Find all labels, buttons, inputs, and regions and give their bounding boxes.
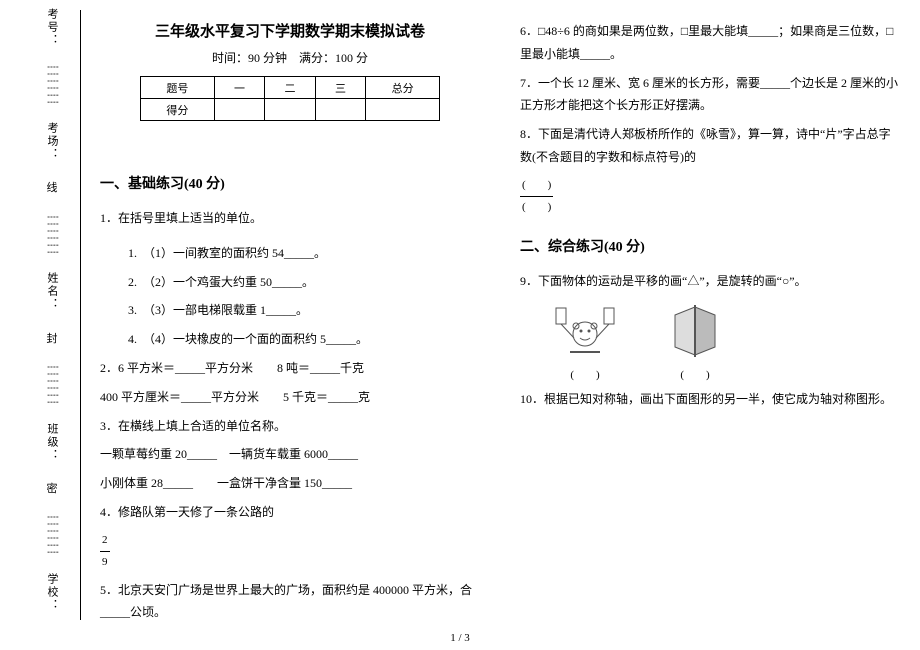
binding-label-class: 班级： bbox=[44, 423, 60, 462]
binding-char-secret: 密 bbox=[47, 480, 58, 496]
frac-2-9: 29 bbox=[100, 530, 480, 573]
binding-dots: ┊┊┊┊┊┊ bbox=[47, 364, 58, 406]
q9-cap-1: ( ) bbox=[550, 366, 620, 382]
bear-swing-icon bbox=[552, 304, 618, 360]
q1-item: 1. （1）一间教室的面积约 54_____。 bbox=[128, 242, 480, 265]
score-header: 一 bbox=[214, 77, 265, 99]
binding-char-line: 线 bbox=[47, 179, 58, 195]
q4: 4．修路队第一天修了一条公路的 bbox=[100, 501, 480, 524]
q1-item: 2. （2）一个鸡蛋大约重 50_____。 bbox=[128, 271, 480, 294]
score-table: 题号 一 二 三 总分 得分 bbox=[140, 76, 440, 121]
score-header: 总分 bbox=[366, 77, 440, 99]
page-number: 1 / 3 bbox=[0, 632, 920, 644]
q3-line1: 一颗草莓约重 20_____ 一辆货车载重 6000_____ bbox=[100, 443, 480, 466]
score-cell: 得分 bbox=[141, 99, 215, 121]
section-2-heading: 二、综合练习(40 分) bbox=[520, 236, 900, 256]
table-row: 得分 bbox=[141, 99, 440, 121]
binding-label-room: 考场： bbox=[44, 122, 60, 161]
q10: 10．根据已知对称轴，画出下面图形的另一半，使它成为轴对称图形。 bbox=[520, 388, 900, 411]
q9-stem: 9．下面物体的运动是平移的画“△”，是旋转的画“○”。 bbox=[520, 270, 900, 293]
q9-image-1: ( ) bbox=[550, 302, 620, 382]
binding-char-seal: 封 bbox=[47, 330, 58, 346]
q6: 6．□48÷6 的商如果是两位数，□里最大能填_____；如果商是三位数，□里最… bbox=[520, 20, 900, 66]
q1-item: 3. （3）一部电梯限载重 1_____。 bbox=[128, 299, 480, 322]
q7: 7．一个长 12 厘米、宽 6 厘米的长方形，需要_____个边长是 2 厘米的… bbox=[520, 72, 900, 118]
section-1-heading: 一、基础练习(40 分) bbox=[100, 173, 480, 193]
exam-title: 三年级水平复习下学期数学期末模拟试卷 bbox=[100, 20, 480, 41]
score-header: 二 bbox=[265, 77, 316, 99]
score-cell bbox=[214, 99, 265, 121]
q9-image-2: ( ) bbox=[660, 302, 730, 382]
score-cell bbox=[315, 99, 366, 121]
q9-images: ( ) ( ) bbox=[550, 302, 900, 382]
binding-dots: ┊┊┊┊┊┊ bbox=[47, 64, 58, 106]
q1-item: 4. （4）一块橡皮的一个面的面积约 5_____。 bbox=[128, 328, 480, 351]
q3-line2: 小刚体重 28_____ 一盒饼干净含量 150_____ bbox=[100, 472, 480, 495]
binding-label-school: 学校： bbox=[44, 573, 60, 612]
binding-dots: ┊┊┊┊┊┊ bbox=[47, 214, 58, 256]
binding-dots: ┊┊┊┊┊┊ bbox=[47, 514, 58, 556]
q5: 5．北京天安门广场是世界上最大的广场，面积约是 400000 平方米，合____… bbox=[100, 579, 480, 625]
q3-stem: 3．在横线上填上合适的单位名称。 bbox=[100, 415, 480, 438]
q8-stem: 8．下面是清代诗人郑板桥所作的《咏雪》，算一算，诗中“片”字占总字数(不含题目的… bbox=[520, 123, 900, 169]
door-rotate-icon bbox=[667, 303, 723, 361]
exam-subtitle: 时间：90 分钟 满分：100 分 bbox=[100, 49, 480, 66]
q9-cap-2: ( ) bbox=[660, 366, 730, 382]
score-cell bbox=[265, 99, 316, 121]
q8-frac: ( )( ) bbox=[520, 175, 900, 218]
q1-stem: 1．在括号里填上适当的单位。 bbox=[100, 207, 480, 230]
q2-line2: 400 平方厘米＝_____平方分米 5 千克＝_____克 bbox=[100, 386, 480, 409]
binding-strip: 考号： ┊┊┊┊┊┊ 考场： 线 ┊┊┊┊┊┊ 姓名： 封 ┊┊┊┊┊┊ 班级：… bbox=[22, 0, 82, 620]
score-header: 三 bbox=[315, 77, 366, 99]
binding-label-name: 姓名： bbox=[44, 272, 60, 311]
binding-rule bbox=[80, 10, 81, 620]
score-header: 题号 bbox=[141, 77, 215, 99]
binding-label-exam-id: 考号： bbox=[44, 8, 60, 47]
page-content: 三年级水平复习下学期数学期末模拟试卷 时间：90 分钟 满分：100 分 题号 … bbox=[100, 20, 900, 630]
table-row: 题号 一 二 三 总分 bbox=[141, 77, 440, 99]
q2-line1: 2．6 平方米＝_____平方分米 8 吨＝_____千克 bbox=[100, 357, 480, 380]
score-cell bbox=[366, 99, 440, 121]
